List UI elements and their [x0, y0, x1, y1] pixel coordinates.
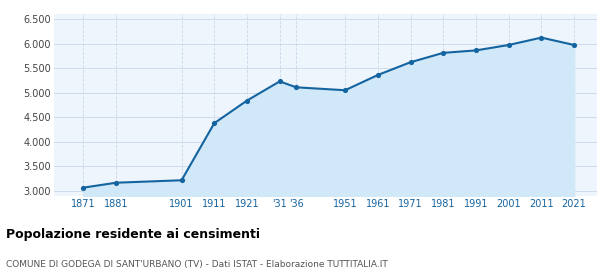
- Point: [569, 43, 579, 47]
- Point: [275, 79, 284, 84]
- Point: [291, 85, 301, 90]
- Point: [373, 73, 383, 77]
- Point: [504, 43, 514, 47]
- Point: [471, 48, 481, 53]
- Point: [536, 35, 546, 40]
- Point: [112, 181, 121, 185]
- Point: [406, 60, 415, 64]
- Point: [209, 121, 219, 125]
- Text: COMUNE DI GODEGA DI SANT'URBANO (TV) - Dati ISTAT - Elaborazione TUTTITALIA.IT: COMUNE DI GODEGA DI SANT'URBANO (TV) - D…: [6, 260, 388, 269]
- Point: [242, 98, 252, 103]
- Point: [439, 51, 448, 55]
- Text: Popolazione residente ai censimenti: Popolazione residente ai censimenti: [6, 228, 260, 241]
- Point: [340, 88, 350, 92]
- Point: [79, 185, 88, 190]
- Point: [177, 178, 187, 183]
